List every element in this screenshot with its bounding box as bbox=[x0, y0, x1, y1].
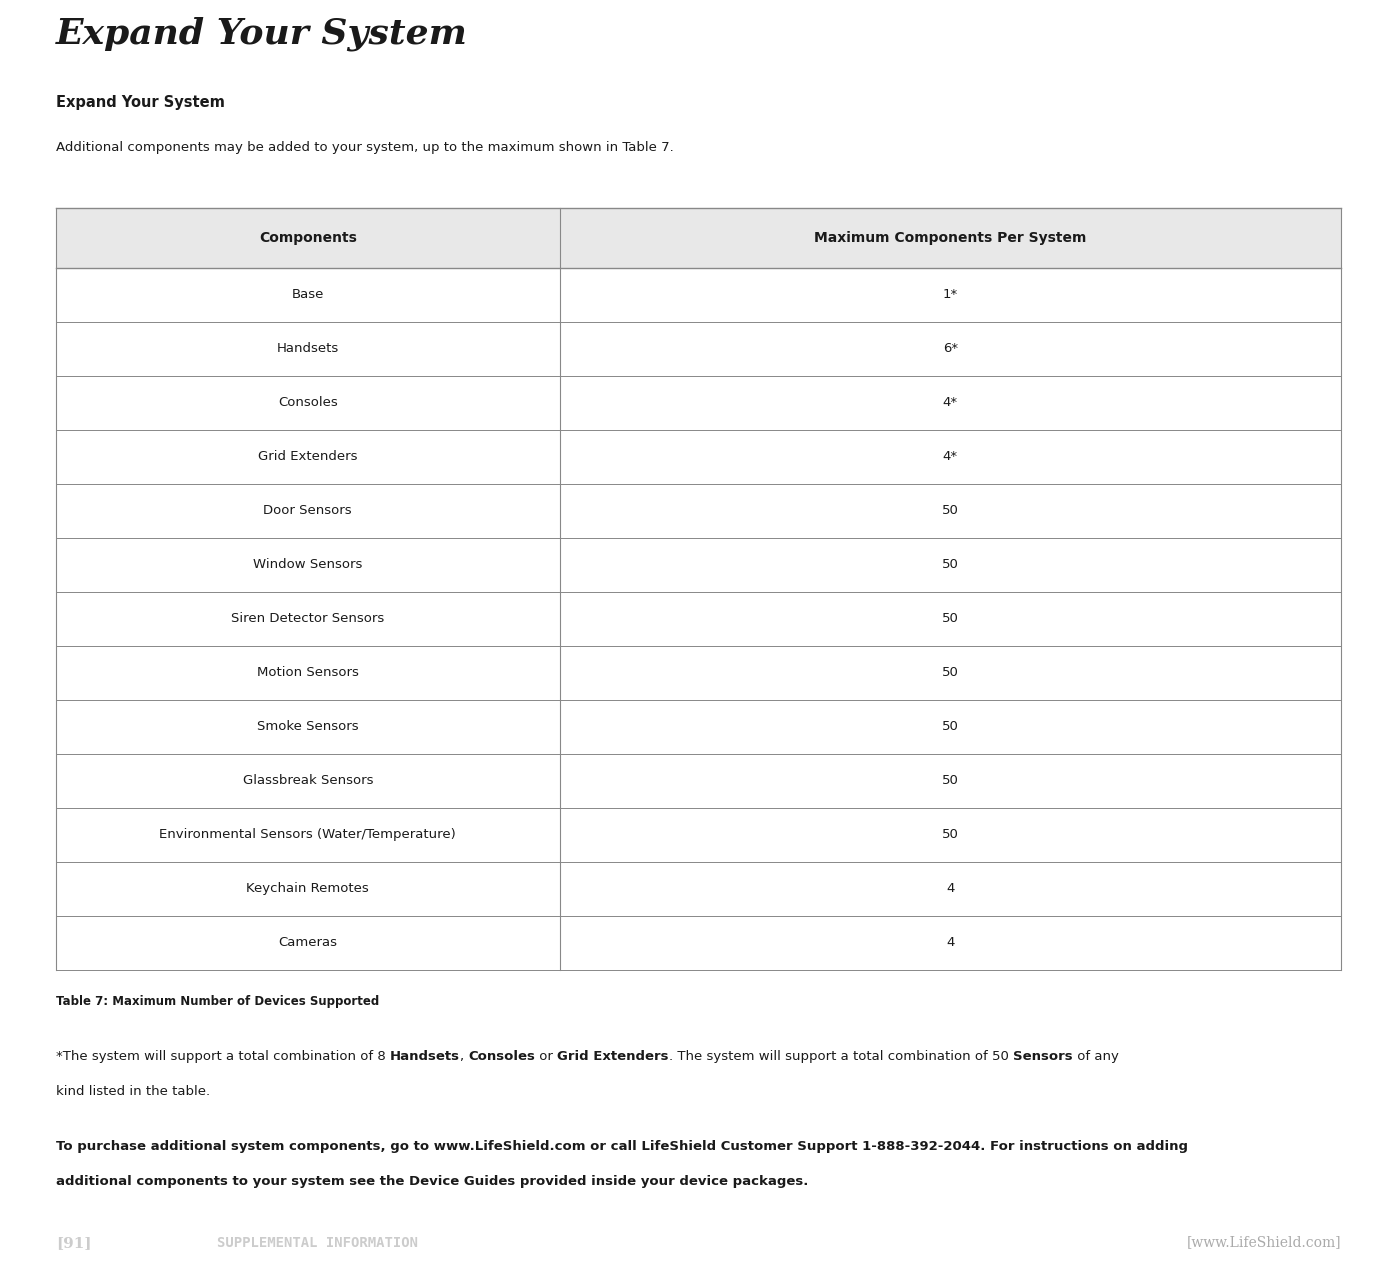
Text: Motion Sensors: Motion Sensors bbox=[257, 666, 359, 679]
Text: ,: , bbox=[460, 1050, 468, 1063]
Text: 50: 50 bbox=[942, 774, 958, 787]
Text: Expand Your System: Expand Your System bbox=[56, 17, 468, 51]
Text: To purchase additional system components, go to www.LifeShield.com or call LifeS: To purchase additional system components… bbox=[56, 1140, 1187, 1153]
Text: Environmental Sensors (Water/Temperature): Environmental Sensors (Water/Temperature… bbox=[159, 828, 457, 841]
Bar bbox=[56, 592, 1341, 646]
Text: 4*: 4* bbox=[943, 451, 958, 464]
Bar bbox=[56, 862, 1341, 915]
Text: or: or bbox=[535, 1050, 557, 1063]
Text: Consoles: Consoles bbox=[278, 397, 338, 410]
Text: Grid Extenders: Grid Extenders bbox=[258, 451, 358, 464]
Text: Handsets: Handsets bbox=[390, 1050, 460, 1063]
Text: Glassbreak Sensors: Glassbreak Sensors bbox=[243, 774, 373, 787]
Text: Base: Base bbox=[292, 289, 324, 302]
Bar bbox=[56, 484, 1341, 538]
Text: Smoke Sensors: Smoke Sensors bbox=[257, 720, 359, 733]
Text: kind listed in the table.: kind listed in the table. bbox=[56, 1085, 210, 1098]
Text: 50: 50 bbox=[942, 720, 958, 733]
Text: 50: 50 bbox=[942, 559, 958, 571]
Text: 50: 50 bbox=[942, 666, 958, 679]
Text: Door Sensors: Door Sensors bbox=[264, 505, 352, 517]
Text: 4*: 4* bbox=[943, 397, 958, 410]
Bar bbox=[56, 268, 1341, 322]
Text: 50: 50 bbox=[942, 612, 958, 625]
Text: Components: Components bbox=[258, 231, 356, 245]
Text: of any: of any bbox=[1073, 1050, 1119, 1063]
Text: additional components to your system see the Device Guides provided inside your : additional components to your system see… bbox=[56, 1175, 809, 1188]
Text: Sensors: Sensors bbox=[1013, 1050, 1073, 1063]
Text: [91]: [91] bbox=[56, 1235, 91, 1249]
Text: 50: 50 bbox=[942, 828, 958, 841]
Bar bbox=[56, 808, 1341, 862]
Bar bbox=[56, 538, 1341, 592]
Text: *The system will support a total combination of 8: *The system will support a total combina… bbox=[56, 1050, 390, 1063]
Bar bbox=[56, 754, 1341, 808]
Bar bbox=[56, 322, 1341, 376]
Text: [www.LifeShield.com]: [www.LifeShield.com] bbox=[1186, 1235, 1341, 1249]
Text: Table 7: Maximum Number of Devices Supported: Table 7: Maximum Number of Devices Suppo… bbox=[56, 995, 379, 1008]
Text: Keychain Remotes: Keychain Remotes bbox=[246, 882, 369, 895]
Bar bbox=[56, 208, 1341, 268]
Text: 1*: 1* bbox=[943, 289, 958, 302]
Bar bbox=[56, 376, 1341, 430]
Text: Siren Detector Sensors: Siren Detector Sensors bbox=[231, 612, 384, 625]
Text: Cameras: Cameras bbox=[278, 936, 337, 949]
Bar bbox=[56, 915, 1341, 969]
Bar bbox=[56, 430, 1341, 484]
Text: Handsets: Handsets bbox=[277, 343, 339, 356]
Text: Consoles: Consoles bbox=[468, 1050, 535, 1063]
Text: 4: 4 bbox=[946, 882, 954, 895]
Text: Additional components may be added to your system, up to the maximum shown in Ta: Additional components may be added to yo… bbox=[56, 141, 673, 154]
Text: Grid Extenders: Grid Extenders bbox=[557, 1050, 669, 1063]
Text: . The system will support a total combination of 50: . The system will support a total combin… bbox=[669, 1050, 1013, 1063]
Text: 50: 50 bbox=[942, 505, 958, 517]
Text: SUPPLEMENTAL INFORMATION: SUPPLEMENTAL INFORMATION bbox=[217, 1235, 418, 1249]
Text: 4: 4 bbox=[946, 936, 954, 949]
Text: Maximum Components Per System: Maximum Components Per System bbox=[814, 231, 1087, 245]
Bar bbox=[56, 700, 1341, 754]
Bar bbox=[56, 646, 1341, 700]
Text: Window Sensors: Window Sensors bbox=[253, 559, 362, 571]
Text: 6*: 6* bbox=[943, 343, 958, 356]
Text: Expand Your System: Expand Your System bbox=[56, 95, 225, 110]
